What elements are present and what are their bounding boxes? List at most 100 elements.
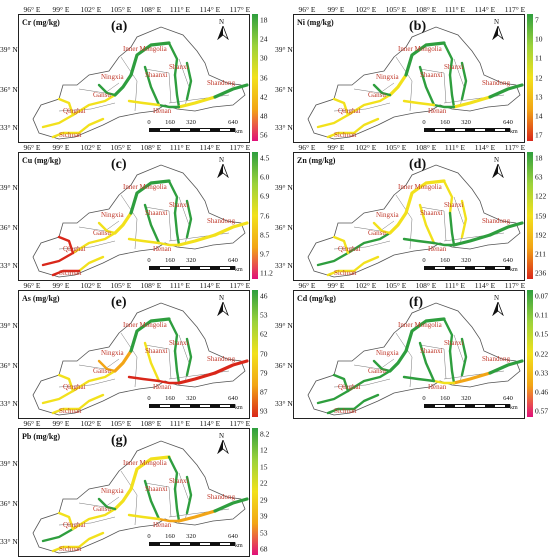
latitude-tick: 36° N — [275, 223, 293, 232]
legend-colorbar — [252, 428, 258, 555]
longitude-tick: 99° E — [327, 281, 345, 290]
latitude-axis: 39° N 36° N 33° N — [0, 290, 18, 417]
longitude-tick: 96° E — [23, 419, 41, 428]
province-label: Inner Mongolia — [123, 183, 167, 191]
river-segment — [352, 255, 380, 273]
province-boundary — [144, 68, 172, 104]
province-label: Shandong — [482, 79, 510, 87]
scale-tick-label: 320 — [186, 395, 196, 402]
legend-tick-label: 0.57 — [535, 406, 549, 416]
province-label: Sichuan — [334, 269, 357, 277]
scale-tick-label: 160 — [440, 119, 450, 126]
river-segment — [185, 199, 193, 239]
river-segment — [41, 389, 75, 405]
river-segment — [57, 97, 75, 117]
river-segment — [97, 221, 117, 235]
longitude-axis: 96° E 99° E 102° E 105° E 108° E 111° E 114° E… — [18, 143, 251, 152]
river-segment — [404, 179, 446, 215]
latitude-tick: 33° N — [275, 123, 293, 132]
river-segment — [167, 317, 179, 353]
legend-tick-label: 24 — [260, 34, 268, 44]
legend-tick-label: 6.9 — [260, 191, 270, 201]
longitude-tick: 105° E — [110, 419, 132, 428]
north-label: N — [219, 156, 225, 164]
river-segment — [316, 113, 350, 129]
latitude-tick: 33° N — [275, 261, 293, 270]
scale-tick-label: 320 — [461, 395, 471, 402]
river-segment — [316, 251, 350, 267]
legend-tick-label: 8.2 — [260, 429, 270, 439]
longitude-tick: 114° E — [199, 5, 221, 14]
latitude-tick: 33° N — [0, 123, 18, 132]
color-legend: 18 24 30 36 42 48 56 — [252, 14, 271, 141]
scale-bar: 0 160 320 640 km — [145, 533, 245, 553]
color-legend: 4.5 6.0 6.9 7.6 8.5 9.7 11.2 — [252, 152, 273, 279]
basin-map — [32, 440, 249, 554]
longitude-tick: 108° E — [140, 281, 162, 290]
north-arrow-icon: N — [215, 432, 231, 454]
scale-tick-label: 640 — [503, 257, 513, 264]
color-legend: 7 10 11 12 13 14 17 — [527, 14, 546, 141]
province-label: Inner Mongolia — [398, 183, 442, 191]
panel-letter: (b) — [409, 19, 427, 34]
province-boundary — [353, 220, 395, 232]
longitude-tick: 117° E — [504, 143, 526, 152]
legend-tick-label: 79 — [260, 368, 268, 378]
legend-tick-label: 53 — [260, 528, 268, 538]
longitude-tick: 102° E — [355, 143, 377, 152]
river-segment — [97, 359, 117, 373]
river-segment — [51, 545, 81, 553]
river-segment — [157, 379, 181, 385]
longitude-tick: 102° E — [355, 5, 377, 14]
legend-tick-label: 236 — [535, 268, 547, 278]
panel-letter: (d) — [409, 157, 427, 172]
province-label: Henan — [428, 245, 447, 253]
river-segment — [326, 131, 356, 139]
legend-tick-label: 62 — [260, 329, 268, 339]
province-boundary — [144, 344, 172, 380]
province-label: Henan — [153, 521, 172, 529]
legend-tick-label: 39 — [260, 511, 268, 521]
longitude-tick: 108° E — [415, 5, 437, 14]
river-segment — [173, 211, 181, 247]
basin-outline — [307, 164, 521, 278]
latitude-tick: 39° N — [0, 459, 18, 468]
longitude-tick: 99° E — [52, 281, 70, 290]
longitude-tick: 102° E — [80, 5, 102, 14]
north-label: N — [219, 432, 225, 440]
longitude-tick: 108° E — [140, 143, 162, 152]
latitude-tick: 33° N — [0, 261, 18, 270]
longitude-tick: 114° E — [199, 281, 221, 290]
province-label: Shandong — [482, 355, 510, 363]
legend-tick-label: 18 — [260, 15, 268, 25]
panel-title: Cd (mg/kg) — [297, 294, 336, 303]
scale-tick-label: 160 — [440, 395, 450, 402]
province-label: Shandong — [207, 493, 235, 501]
river-segment — [452, 95, 492, 109]
province-label: Henan — [153, 383, 172, 391]
scale-unit: km — [235, 405, 243, 411]
legend-tick-label: 87 — [260, 387, 268, 397]
longitude-tick: 105° E — [385, 143, 407, 152]
longitude-tick: 111° E — [444, 281, 466, 290]
basin-map — [32, 164, 249, 278]
province-label: Gansu — [368, 91, 386, 99]
province-label: Qinghai — [338, 107, 361, 115]
longitude-tick: 117° E — [504, 5, 526, 14]
legend-tick-label: 192 — [535, 230, 547, 240]
province-label: Sichuan — [59, 545, 82, 553]
river-segment — [213, 221, 249, 237]
basin-outline — [32, 302, 246, 416]
river-segment — [418, 341, 436, 383]
river-segment — [77, 393, 105, 411]
province-label: Shanxi — [169, 201, 189, 209]
river-segment — [143, 479, 161, 521]
north-label: N — [494, 18, 500, 26]
latitude-axis: 39° N 36° N 33° N — [275, 152, 293, 279]
legend-tick-label: 93 — [260, 406, 268, 416]
river-segment — [213, 359, 249, 375]
river-segment — [41, 251, 75, 267]
river-segment — [127, 237, 161, 245]
province-boundary — [144, 482, 172, 518]
province-label: Shandong — [207, 79, 235, 87]
